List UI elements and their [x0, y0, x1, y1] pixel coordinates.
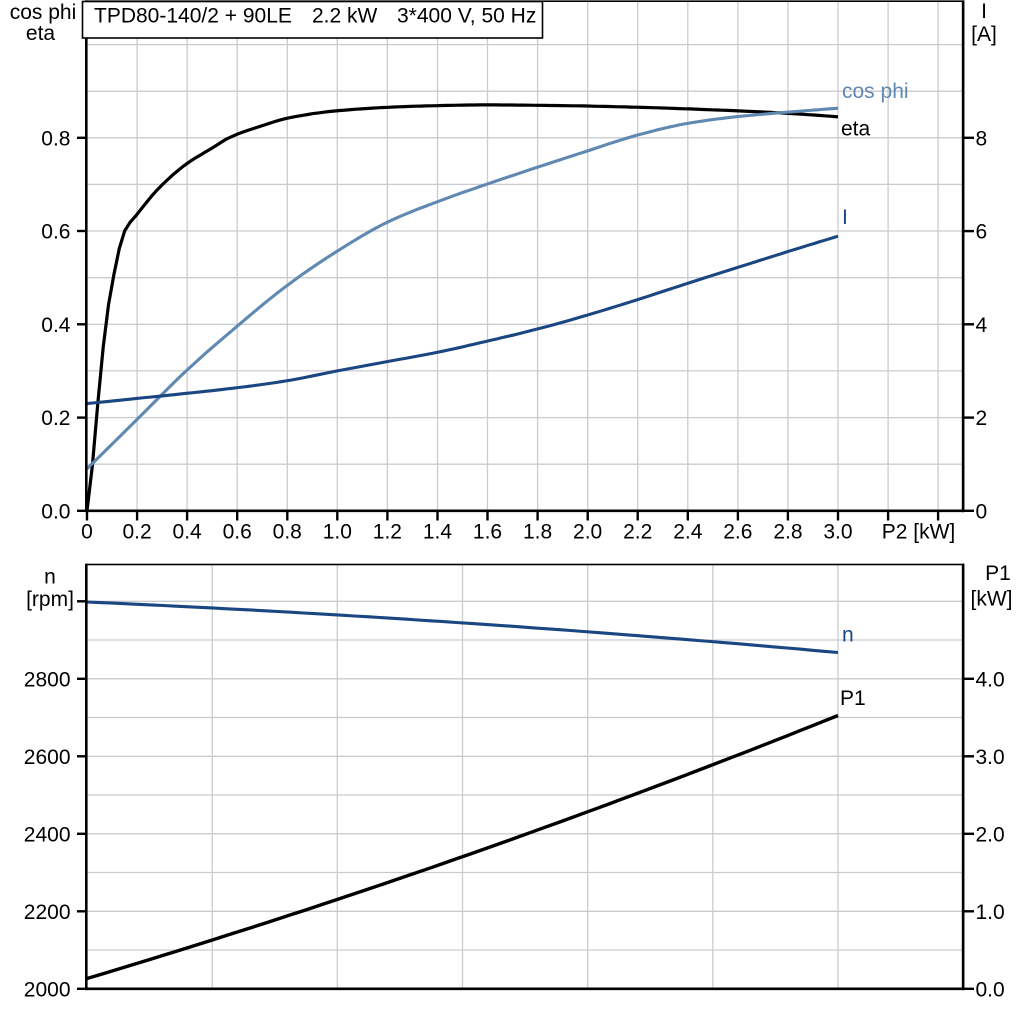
svg-text:2600: 2600	[24, 746, 71, 769]
svg-text:2800: 2800	[24, 668, 71, 691]
svg-text:2000: 2000	[24, 978, 71, 1001]
svg-text:2.2: 2.2	[623, 520, 652, 543]
svg-text:1.8: 1.8	[523, 520, 552, 543]
svg-text:2: 2	[976, 407, 988, 430]
svg-text:n: n	[842, 624, 854, 647]
svg-text:3.0: 3.0	[823, 520, 852, 543]
svg-text:3*400 V, 50 Hz: 3*400 V, 50 Hz	[397, 5, 536, 28]
svg-text:1.0: 1.0	[976, 901, 1005, 924]
svg-text:0.6: 0.6	[223, 520, 252, 543]
svg-text:2.0: 2.0	[976, 823, 1005, 846]
svg-text:2.4: 2.4	[673, 520, 703, 543]
svg-text:0.8: 0.8	[41, 127, 70, 150]
svg-text:eta: eta	[841, 118, 871, 141]
svg-text:3.0: 3.0	[976, 746, 1005, 769]
svg-text:0.8: 0.8	[273, 520, 302, 543]
svg-text:I: I	[981, 0, 987, 23]
svg-text:4: 4	[976, 314, 988, 337]
svg-text:eta: eta	[26, 22, 56, 45]
svg-text:TPD80-140/2 + 90LE: TPD80-140/2 + 90LE	[94, 5, 292, 28]
svg-text:n: n	[44, 566, 56, 589]
svg-text:2.6: 2.6	[723, 520, 752, 543]
svg-text:0.6: 0.6	[41, 221, 70, 244]
svg-text:[kW]: [kW]	[971, 588, 1013, 611]
svg-text:1.0: 1.0	[323, 520, 352, 543]
svg-text:1.2: 1.2	[373, 520, 402, 543]
svg-text:2.8: 2.8	[773, 520, 802, 543]
svg-text:P1: P1	[840, 687, 866, 710]
svg-text:1.4: 1.4	[423, 520, 453, 543]
svg-text:8: 8	[976, 127, 988, 150]
svg-text:[rpm]: [rpm]	[26, 588, 74, 611]
svg-text:I: I	[842, 206, 848, 229]
svg-text:P2 [kW]: P2 [kW]	[882, 520, 956, 543]
svg-text:4.0: 4.0	[976, 668, 1005, 691]
svg-text:0.4: 0.4	[173, 520, 203, 543]
svg-text:1.6: 1.6	[473, 520, 502, 543]
svg-text:2200: 2200	[24, 901, 71, 924]
svg-text:6: 6	[976, 221, 988, 244]
svg-text:2.0: 2.0	[573, 520, 602, 543]
svg-text:0: 0	[976, 500, 988, 523]
svg-text:0.0: 0.0	[976, 978, 1005, 1001]
svg-text:cos phi: cos phi	[842, 80, 909, 103]
svg-text:cos phi: cos phi	[10, 1, 77, 24]
svg-text:P1: P1	[985, 562, 1011, 585]
svg-text:0: 0	[81, 520, 93, 543]
svg-text:0.2: 0.2	[122, 520, 151, 543]
svg-text:2400: 2400	[24, 823, 71, 846]
svg-text:0.2: 0.2	[41, 407, 70, 430]
svg-text:0.4: 0.4	[41, 314, 71, 337]
svg-text:2.2 kW: 2.2 kW	[312, 5, 378, 28]
svg-text:0.0: 0.0	[41, 500, 70, 523]
svg-text:[A]: [A]	[971, 23, 997, 46]
